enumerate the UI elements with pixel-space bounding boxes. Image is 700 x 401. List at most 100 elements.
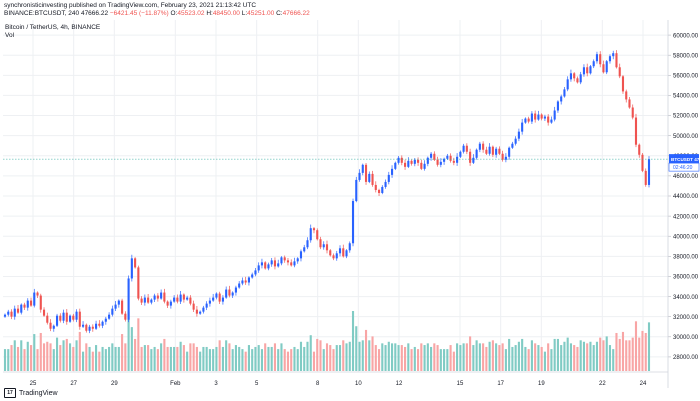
candle-body[interactable] — [153, 295, 156, 300]
candle-body[interactable] — [179, 294, 182, 302]
candle-body[interactable] — [612, 53, 615, 57]
candle-body[interactable] — [163, 292, 166, 302]
candle-body[interactable] — [98, 323, 101, 326]
candle-body[interactable] — [176, 297, 179, 302]
candle-body[interactable] — [277, 263, 280, 267]
candle-body[interactable] — [36, 292, 39, 296]
candle-body[interactable] — [410, 160, 413, 164]
candle-body[interactable] — [478, 143, 481, 150]
candle-body[interactable] — [234, 287, 237, 293]
candle-body[interactable] — [186, 297, 189, 300]
candle-body[interactable] — [33, 292, 36, 306]
candle-body[interactable] — [312, 228, 316, 231]
candle-body[interactable] — [316, 230, 319, 240]
candle-body[interactable] — [68, 315, 72, 322]
candle-body[interactable] — [23, 304, 26, 308]
candle-body[interactable] — [397, 157, 400, 163]
candle-body[interactable] — [199, 311, 202, 314]
candle-body[interactable] — [338, 248, 342, 254]
candle-body[interactable] — [127, 278, 130, 320]
candle-body[interactable] — [485, 149, 488, 154]
candle-body[interactable] — [482, 143, 485, 150]
candle-body[interactable] — [390, 168, 394, 175]
candle-body[interactable] — [202, 307, 205, 312]
candle-body[interactable] — [589, 66, 592, 74]
candle-body[interactable] — [88, 326, 91, 331]
candle-body[interactable] — [625, 91, 628, 100]
candle-body[interactable] — [511, 143, 514, 148]
candle-body[interactable] — [605, 61, 608, 73]
candle-body[interactable] — [462, 145, 465, 152]
candle-body[interactable] — [465, 145, 468, 152]
candle-body[interactable] — [267, 264, 270, 269]
candle-body[interactable] — [49, 322, 52, 329]
candle-body[interactable] — [387, 174, 390, 182]
candle-body[interactable] — [420, 162, 423, 169]
candle-body[interactable] — [7, 311, 10, 315]
candle-body[interactable] — [348, 243, 351, 251]
candle-body[interactable] — [46, 315, 49, 323]
candle-body[interactable] — [121, 300, 124, 314]
candle-body[interactable] — [498, 148, 501, 154]
candle-body[interactable] — [306, 240, 309, 248]
candle-body[interactable] — [319, 239, 322, 248]
candle-body[interactable] — [257, 265, 260, 271]
candle-body[interactable] — [508, 147, 511, 157]
candle-body[interactable] — [251, 274, 254, 278]
candle-body[interactable] — [95, 323, 98, 329]
candle-body[interactable] — [404, 162, 407, 167]
candle-body[interactable] — [241, 280, 244, 284]
candle-body[interactable] — [332, 255, 335, 259]
candle-body[interactable] — [631, 107, 634, 118]
candle-body[interactable] — [166, 301, 169, 306]
candle-body[interactable] — [85, 324, 88, 331]
candle-body[interactable] — [621, 76, 625, 92]
candle-body[interactable] — [195, 309, 198, 314]
candle-body[interactable] — [521, 122, 524, 132]
candle-body[interactable] — [351, 201, 355, 244]
candle-body[interactable] — [430, 153, 433, 158]
candle-body[interactable] — [647, 159, 651, 185]
candle-body[interactable] — [592, 61, 595, 67]
candle-body[interactable] — [104, 318, 107, 322]
candle-body[interactable] — [423, 163, 426, 169]
candle-body[interactable] — [72, 315, 75, 320]
candle-body[interactable] — [212, 297, 215, 301]
candle-body[interactable] — [475, 149, 478, 158]
candle-body[interactable] — [42, 309, 46, 316]
candle-body[interactable] — [602, 64, 605, 73]
candle-body[interactable] — [644, 170, 647, 185]
candle-body[interactable] — [368, 173, 371, 182]
candle-body[interactable] — [566, 79, 569, 90]
candle-body[interactable] — [303, 247, 306, 252]
candle-body[interactable] — [400, 157, 403, 163]
candle-body[interactable] — [469, 151, 472, 163]
tradingview-brand[interactable]: 17 TradingView — [4, 388, 58, 398]
candle-body[interactable] — [29, 300, 33, 306]
candle-body[interactable] — [618, 67, 621, 77]
candle-body[interactable] — [143, 297, 146, 303]
candle-body[interactable] — [147, 297, 150, 303]
candle-body[interactable] — [13, 308, 16, 317]
candle-body[interactable] — [569, 73, 572, 80]
candle-body[interactable] — [273, 260, 277, 267]
candle-body[interactable] — [413, 159, 416, 164]
candle-body[interactable] — [514, 138, 517, 144]
candle-body[interactable] — [634, 117, 638, 145]
candle-body[interactable] — [114, 304, 117, 309]
candle-body[interactable] — [55, 315, 59, 326]
candle-body[interactable] — [160, 292, 163, 299]
candle-body[interactable] — [543, 116, 546, 119]
candle-body[interactable] — [16, 308, 20, 313]
candle-body[interactable] — [547, 116, 550, 123]
candle-body[interactable] — [111, 308, 114, 315]
candle-body[interactable] — [537, 114, 540, 120]
candle-body[interactable] — [384, 181, 387, 187]
candle-body[interactable] — [374, 184, 377, 190]
candle-body[interactable] — [586, 67, 589, 74]
candle-body[interactable] — [3, 314, 7, 317]
candle-body[interactable] — [417, 159, 420, 163]
candle-body[interactable] — [39, 295, 42, 310]
candle-body[interactable] — [452, 160, 455, 163]
candle-body[interactable] — [407, 160, 410, 167]
